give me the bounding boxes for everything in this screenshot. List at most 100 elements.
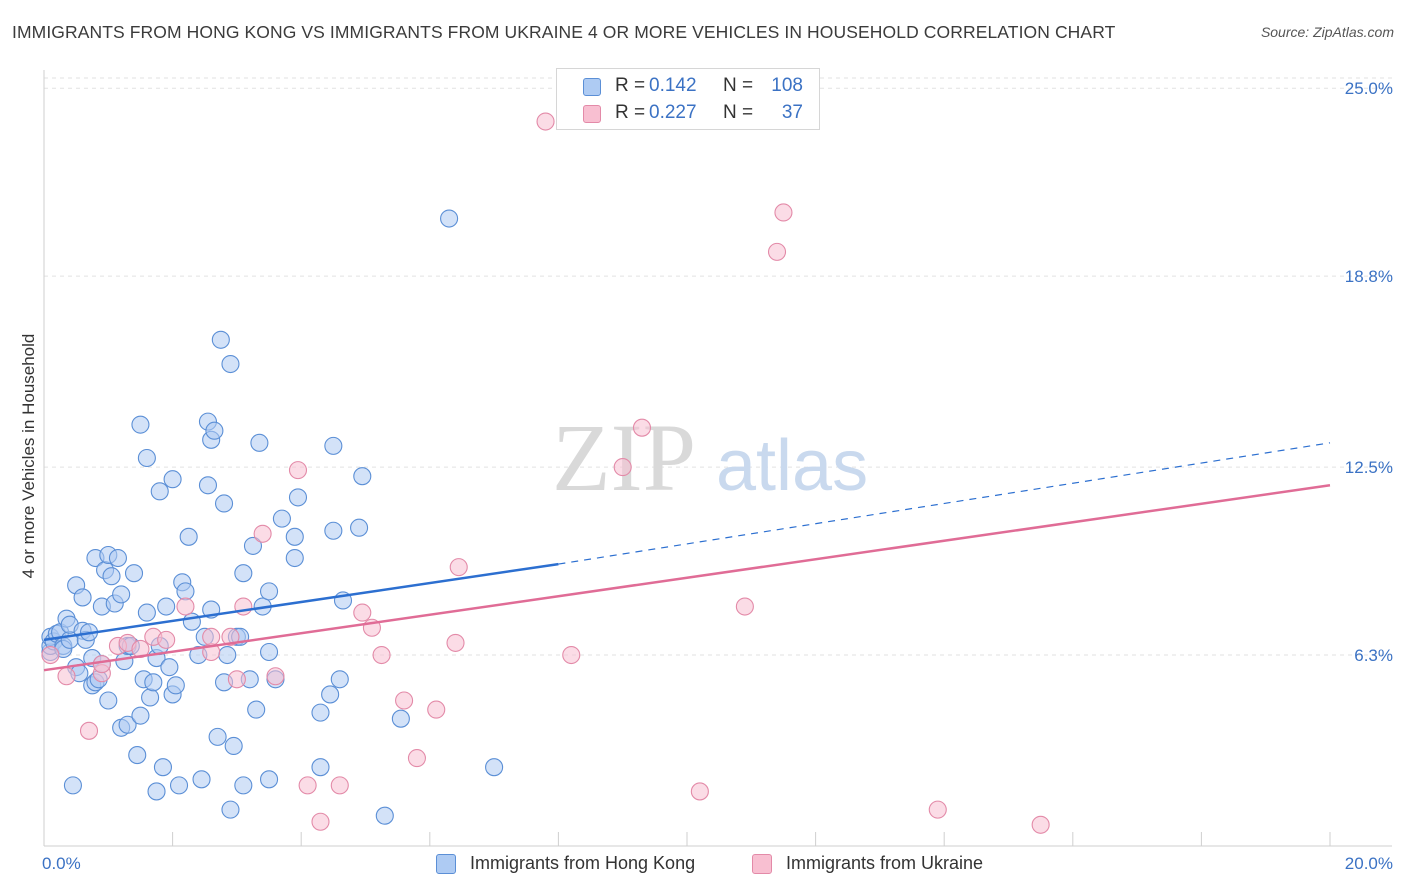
hongkong-point bbox=[259, 770, 279, 789]
hongkong-point bbox=[208, 727, 227, 746]
hongkong-point bbox=[166, 676, 185, 695]
hongkong-point bbox=[272, 509, 291, 528]
y-tick-label: 6.3% bbox=[1354, 646, 1393, 665]
ukraine-point bbox=[690, 782, 709, 801]
hongkong-point bbox=[176, 582, 195, 601]
watermark-zip: ZIP bbox=[552, 404, 696, 511]
hongkong-point bbox=[141, 688, 160, 707]
ukraine-point bbox=[92, 655, 111, 674]
ukraine-point bbox=[157, 630, 176, 649]
hongkong-point bbox=[128, 746, 147, 765]
hongkong-point bbox=[179, 527, 198, 546]
ukraine-point bbox=[735, 597, 754, 616]
legend-n-label: N = bbox=[723, 75, 754, 96]
ukraine-point bbox=[298, 776, 317, 795]
hongkong-point bbox=[182, 612, 201, 631]
legend-n-label: N = bbox=[723, 102, 754, 123]
hongkong-point bbox=[137, 448, 156, 468]
ukraine-point bbox=[41, 645, 60, 665]
hongkong-point bbox=[353, 467, 372, 486]
hongkong-point bbox=[485, 758, 504, 777]
legend-swatch-ukraine bbox=[752, 854, 772, 874]
ukraine-point bbox=[767, 242, 787, 261]
ukraine-point bbox=[79, 721, 99, 740]
hongkong-point bbox=[221, 354, 240, 374]
hongkong-point bbox=[391, 709, 410, 728]
hongkong-point bbox=[247, 700, 266, 719]
hongkong-point bbox=[218, 645, 237, 665]
hongkong-point bbox=[221, 800, 240, 819]
legend-swatch-hongkong bbox=[583, 78, 601, 96]
trend-lines bbox=[43, 442, 1331, 672]
hongkong-point bbox=[192, 770, 211, 789]
ukraine-trend-line bbox=[43, 484, 1331, 672]
y-tick-label: 25.0% bbox=[1345, 79, 1393, 98]
x-tick-label: 0.0% bbox=[42, 854, 81, 873]
series-legend: Immigrants from Hong Kong Immigrants fro… bbox=[0, 852, 1406, 878]
ukraine-point bbox=[176, 597, 195, 616]
legend-r-value: 0.142 bbox=[649, 75, 697, 96]
ukraine-point bbox=[227, 670, 246, 689]
ukraine-point bbox=[202, 627, 221, 646]
y-tick-labels: 6.3% 12.5% 18.8% 25.0% bbox=[1345, 79, 1393, 665]
ukraine-point bbox=[427, 700, 446, 719]
hongkong-point bbox=[112, 585, 131, 604]
legend-n-value: 108 bbox=[771, 75, 803, 96]
hongkong-trend-extension bbox=[558, 442, 1331, 565]
hongkong-point bbox=[288, 488, 308, 507]
hongkong-point bbox=[311, 758, 330, 777]
hongkong-point bbox=[211, 330, 230, 349]
legend-swatch-hongkong bbox=[436, 854, 456, 874]
legend-label-hongkong: Immigrants from Hong Kong bbox=[470, 853, 696, 873]
ukraine-point bbox=[613, 458, 632, 477]
y-axis-label: 4 or more Vehicles in Household bbox=[19, 334, 38, 579]
hongkong-point bbox=[137, 603, 156, 622]
x-tick-label: 20.0% bbox=[1345, 854, 1393, 873]
hongkong-point bbox=[214, 494, 234, 513]
x-tick-labels: 0.0% 20.0% bbox=[42, 854, 1393, 873]
ukraine-point bbox=[288, 461, 308, 480]
legend-row-hongkong: R = 0.142 N = 108 bbox=[557, 73, 819, 101]
hongkong-point bbox=[350, 518, 369, 537]
legend-label-ukraine: Immigrants from Ukraine bbox=[786, 853, 984, 873]
ukraine-points bbox=[41, 112, 1050, 834]
hongkong-point bbox=[234, 564, 253, 583]
hongkong-point bbox=[324, 436, 343, 455]
ukraine-point bbox=[1031, 815, 1050, 834]
hongkong-point bbox=[259, 642, 279, 662]
ukraine-point bbox=[353, 603, 372, 622]
y-tick-label: 12.5% bbox=[1345, 458, 1393, 477]
hongkong-point bbox=[285, 548, 304, 568]
hongkong-point bbox=[205, 421, 224, 440]
hongkong-point bbox=[115, 652, 134, 671]
hongkong-point bbox=[160, 658, 179, 677]
ukraine-point bbox=[395, 691, 414, 710]
hongkong-point bbox=[285, 527, 304, 546]
legend-n-value: 37 bbox=[781, 102, 803, 123]
correlation-legend: R = 0.142 N = 108 R = 0.227 N = 37 bbox=[556, 68, 820, 130]
hongkong-point bbox=[150, 482, 169, 501]
hongkong-point bbox=[330, 670, 349, 689]
hongkong-point bbox=[99, 691, 118, 710]
axes bbox=[43, 70, 1392, 847]
hongkong-point bbox=[163, 470, 182, 489]
ukraine-point bbox=[372, 645, 391, 665]
ukraine-point bbox=[536, 112, 555, 131]
hongkong-point bbox=[259, 582, 279, 601]
hongkong-points bbox=[41, 209, 504, 825]
hongkong-point bbox=[63, 776, 82, 795]
hongkong-point bbox=[157, 597, 176, 616]
hongkong-point bbox=[311, 703, 330, 722]
chart-source: Source: ZipAtlas.com bbox=[1260, 24, 1394, 40]
ukraine-point bbox=[57, 667, 76, 686]
ukraine-point bbox=[407, 749, 426, 768]
ukraine-point bbox=[253, 524, 272, 543]
hongkong-point bbox=[118, 715, 137, 734]
ukraine-point bbox=[330, 776, 349, 795]
ukraine-point bbox=[266, 667, 285, 686]
hongkong-point bbox=[147, 782, 166, 801]
hongkong-point bbox=[144, 673, 163, 692]
hongkong-point bbox=[375, 806, 394, 825]
watermark-atlas: atlas bbox=[716, 426, 868, 506]
